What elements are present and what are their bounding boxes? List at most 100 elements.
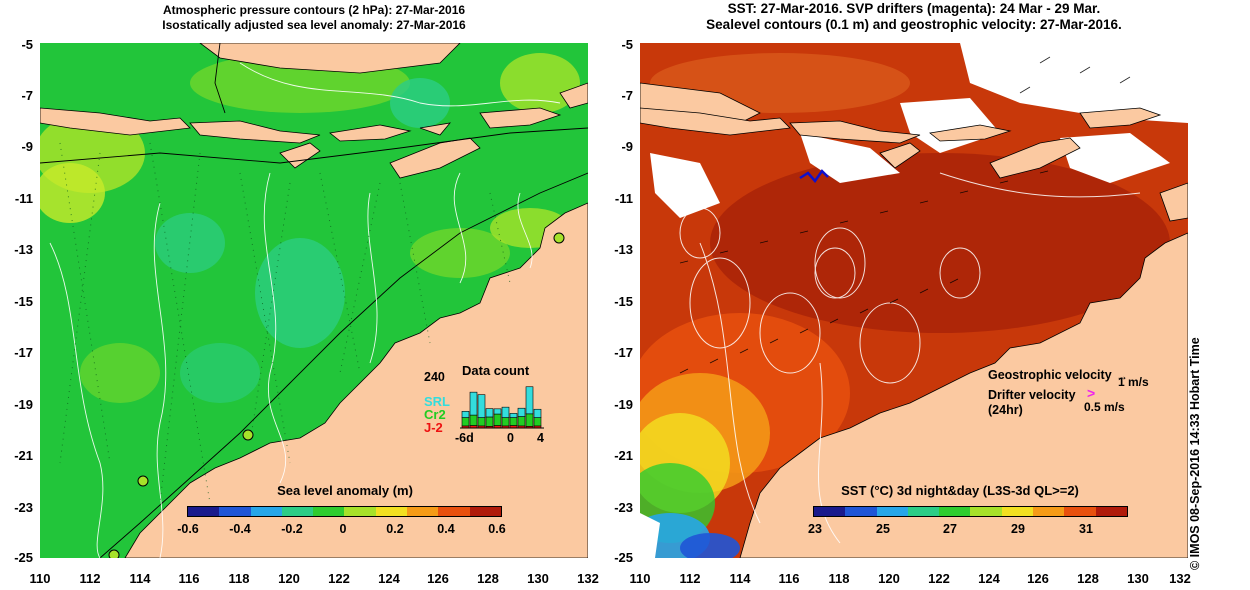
- left-y-tick: -13: [14, 242, 33, 257]
- right-title-line2: Sealevel contours (0.1 m) and geostrophi…: [706, 17, 1122, 32]
- data-count-xtick: 0: [507, 431, 514, 445]
- left-y-tick: -7: [21, 88, 33, 103]
- left-x-tick: 132: [577, 571, 599, 586]
- colorbar-segment: [469, 507, 501, 516]
- colorbar-segment: [1064, 507, 1096, 516]
- colorbar-segment: [250, 507, 282, 516]
- data-count-bar-srl: [525, 386, 534, 415]
- colorbar-segment: [907, 507, 940, 516]
- right-x-tick: 116: [778, 571, 800, 586]
- sla-colorbar-tick: 0.6: [488, 522, 506, 536]
- left-y-tick: -21: [14, 448, 33, 463]
- colorbar-segment: [876, 507, 908, 516]
- data-count-bar-srl: [477, 394, 486, 418]
- right-x-tick: 132: [1169, 571, 1191, 586]
- colorbar-segment: [970, 507, 1002, 516]
- left-y-tick: -23: [14, 500, 33, 515]
- data-count-bar-cr2: [501, 417, 510, 427]
- left-y-tick: -11: [14, 191, 33, 206]
- right-x-tick: 120: [878, 571, 900, 586]
- sst-colorbar-tick: 31: [1079, 522, 1093, 536]
- sla-colorbar-tick: 0: [339, 522, 347, 536]
- data-count-bar-srl: [509, 413, 518, 418]
- right-y-tick: -9: [621, 139, 633, 154]
- sea-level-anomaly-map[interactable]: [40, 43, 588, 558]
- imos-credit: © IMOS 08-Sep-2016 14:33 Hobart Time: [1188, 337, 1202, 570]
- left-x-tick: 120: [278, 571, 300, 586]
- sla-colorbar-tick: -0.4: [229, 522, 251, 536]
- data-count-bar-cr2: [525, 413, 534, 427]
- satellite-srl-label: SRL: [424, 394, 450, 409]
- right-y-tick: -21: [614, 448, 633, 463]
- data-count-ymax: 240: [424, 370, 445, 384]
- data-count-bar-srl: [493, 408, 502, 415]
- right-map-title: SST: 27-Mar-2016. SVP drifters (magenta)…: [640, 1, 1188, 33]
- data-count-bar-cr2: [533, 417, 542, 427]
- sst-colorbar-tick: 23: [808, 522, 822, 536]
- satellite-cr2-label: Cr2: [424, 407, 446, 422]
- right-y-tick: -11: [614, 191, 633, 206]
- sla-map-canvas: [40, 43, 588, 558]
- data-count-bar-cr2: [469, 414, 478, 426]
- left-x-tick: 128: [477, 571, 499, 586]
- left-x-tick: 122: [328, 571, 350, 586]
- colorbar-segment: [438, 507, 470, 516]
- left-y-tick: -19: [14, 397, 33, 412]
- data-count-bar-srl: [517, 407, 526, 417]
- colorbar-segment: [188, 507, 220, 516]
- geostrophic-arrow-icon: →: [1116, 369, 1128, 383]
- colorbar-segment: [814, 507, 846, 516]
- sla-colorbar-tick: -0.6: [177, 522, 199, 536]
- left-x-tick: 116: [178, 571, 200, 586]
- right-y-tick: -15: [614, 294, 633, 309]
- data-count-bar-srl: [469, 391, 478, 416]
- sla-colorbar: [187, 506, 502, 517]
- sla-colorbar-tick: 0.2: [386, 522, 404, 536]
- colorbar-segment: [1095, 507, 1127, 516]
- right-x-tick: 124: [978, 571, 1000, 586]
- colorbar-segment: [845, 507, 877, 516]
- right-y-tick: -25: [614, 550, 633, 565]
- data-count-xtick: 4: [537, 431, 544, 445]
- left-y-tick: -15: [14, 294, 33, 309]
- colorbar-segment: [313, 507, 345, 516]
- right-x-tick: 130: [1127, 571, 1149, 586]
- right-y-tick: -5: [621, 37, 633, 52]
- left-y-tick: -17: [14, 345, 33, 360]
- left-x-tick: 110: [29, 571, 51, 586]
- sla-colorbar-title: Sea level anomaly (m): [277, 483, 413, 498]
- left-title-line1: Atmospheric pressure contours (2 hPa): 2…: [162, 3, 466, 17]
- sst-colorbar-tick: 29: [1011, 522, 1025, 536]
- data-count-bar-cr2: [485, 416, 494, 427]
- left-title-line2: Isostatically adjusted sea level anomaly…: [162, 18, 466, 32]
- data-count-bar-cr2: [493, 413, 502, 426]
- left-x-tick: 112: [79, 571, 101, 586]
- data-count-bar-srl: [461, 411, 470, 418]
- right-x-tick: 114: [729, 571, 751, 586]
- right-x-tick: 128: [1077, 571, 1099, 586]
- colorbar-segment: [939, 507, 971, 516]
- right-y-tick: -13: [614, 242, 633, 257]
- colorbar-segment: [1033, 507, 1065, 516]
- left-map-title: Atmospheric pressure contours (2 hPa): 2…: [40, 3, 588, 33]
- drifter-arrow-icon: >: [1087, 385, 1096, 401]
- data-count-bar-srl: [501, 406, 510, 418]
- sst-colorbar-tick: 27: [943, 522, 957, 536]
- colorbar-segment: [281, 507, 314, 516]
- left-y-tick: -25: [14, 550, 33, 565]
- left-x-tick: 124: [378, 571, 400, 586]
- left-y-tick: -5: [21, 37, 33, 52]
- left-y-tick: -9: [21, 139, 33, 154]
- sst-map[interactable]: [640, 43, 1188, 558]
- data-count-bar-cr2: [461, 417, 470, 427]
- sla-colorbar-tick: -0.2: [281, 522, 303, 536]
- drifter-velocity-label-line2: (24hr): [988, 403, 1023, 417]
- colorbar-segment: [219, 507, 251, 516]
- sst-colorbar: [813, 506, 1128, 517]
- sst-map-canvas: [640, 43, 1188, 558]
- left-x-tick: 118: [228, 571, 250, 586]
- data-count-xtick: -6d: [455, 431, 474, 445]
- geostrophic-velocity-label: Geostrophic velocity: [988, 368, 1112, 382]
- right-y-tick: -19: [614, 397, 633, 412]
- data-count-bar-srl: [533, 408, 542, 418]
